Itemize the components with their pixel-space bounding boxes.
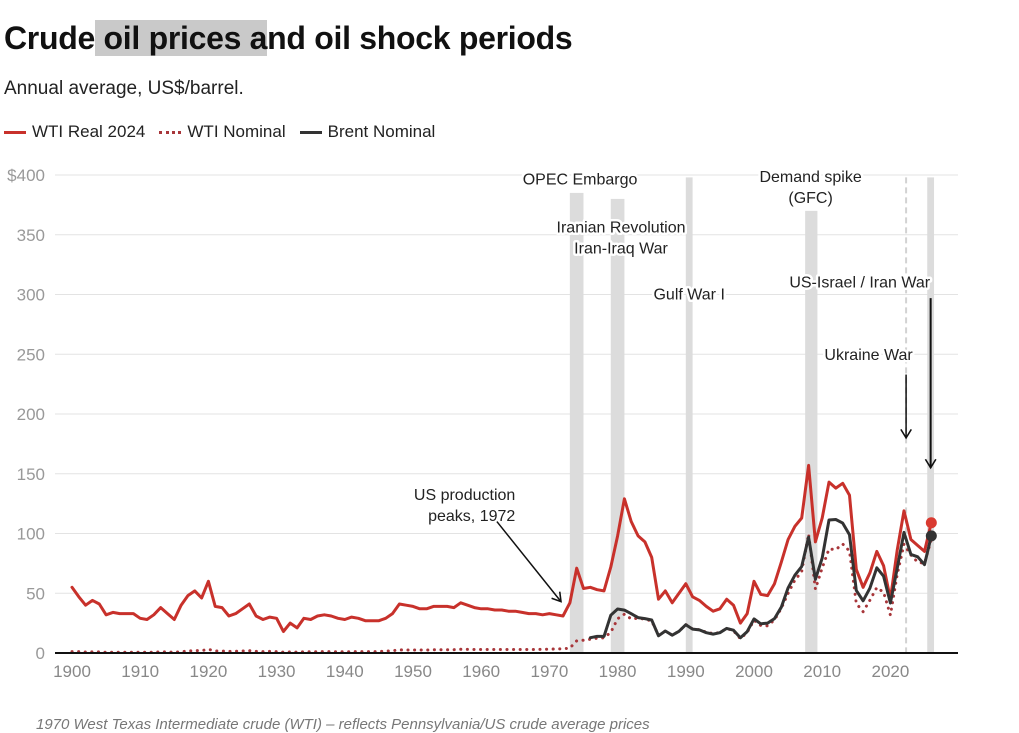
x-tick-label: 1950 (394, 662, 432, 681)
y-tick-label: 250 (17, 345, 45, 364)
shock-band (610, 198, 625, 653)
x-tick-label: 1990 (667, 662, 705, 681)
annotation-gfc: (GFC) (788, 190, 832, 207)
annotation-halo: OPEC Embargo (523, 172, 638, 189)
ukraine-arrow-head (900, 428, 912, 440)
y-tick-label: $400 (7, 166, 45, 185)
y-tick-label: 300 (17, 286, 45, 305)
y-tick-label: 50 (26, 584, 45, 603)
y-tick-label: 200 (17, 405, 45, 424)
y-tick-label: 150 (17, 465, 45, 484)
annotation-halo: Iran-Iraq War (574, 240, 668, 257)
shock-band (569, 192, 584, 654)
title-part: Crude (4, 20, 95, 56)
annotation-halo: Gulf War I (653, 286, 724, 303)
series-line-wti-real-2024 (70, 463, 933, 633)
series-line-wti-nominal (70, 532, 933, 654)
chart-title: Crude oil prices and oil shock periods (4, 20, 573, 57)
annotation-iran: Iranian Revolution (557, 219, 686, 236)
usprod-arrow-head (551, 591, 562, 603)
title-highlight: oil prices a (94, 20, 268, 56)
legend-item-wti-real: WTI Real 2024 (4, 122, 145, 142)
x-tick-label: 2000 (735, 662, 773, 681)
annotation-halo: Iranian Revolution (557, 219, 686, 236)
legend-swatch-wti-real (4, 130, 26, 134)
x-tick-label: 1980 (599, 662, 637, 681)
x-tick-label: 1930 (258, 662, 296, 681)
y-tick-label: 350 (17, 226, 45, 245)
x-tick-label: 1900 (53, 662, 91, 681)
annotation-gulf: Gulf War I (653, 286, 724, 303)
annotation-halo: US-Israel / Iran War (789, 274, 930, 291)
x-tick-label: 2020 (871, 662, 909, 681)
title-part: nd oil shock periods (267, 20, 573, 56)
usisrael-arrow-head (924, 458, 937, 470)
annotation-usisrael: US-Israel / Iran War (789, 274, 930, 291)
legend-label: Brent Nominal (327, 122, 436, 141)
annotation-usprod: peaks, 1972 (428, 508, 515, 525)
annotation-halo: Ukraine War (824, 347, 913, 364)
annotation-halo: US production (414, 487, 515, 504)
legend: WTI Real 2024 WTI Nominal Brent Nominal (4, 122, 435, 142)
series-line-brent-nominal (588, 518, 933, 640)
legend-swatch-wti-nominal (159, 130, 182, 134)
annotation-gfc: Demand spike (759, 169, 861, 186)
annotation-ukraine: Ukraine War (824, 347, 913, 364)
legend-label: WTI Real 2024 (32, 122, 146, 141)
annotation-opec: OPEC Embargo (523, 172, 638, 189)
annotation-usprod: US production (414, 487, 515, 504)
x-tick-label: 1920 (189, 662, 227, 681)
annotation-halo: peaks, 1972 (428, 508, 515, 525)
x-tick-label: 1910 (121, 662, 159, 681)
x-tick-label: 1940 (326, 662, 364, 681)
end-marker-wti-real (925, 517, 937, 529)
x-tick-label: 1960 (462, 662, 500, 681)
legend-item-wti-nominal: WTI Nominal (159, 122, 286, 142)
annotation-iran: Iran-Iraq War (574, 240, 668, 257)
legend-label: WTI Nominal (187, 122, 286, 141)
annotation-halo: (GFC) (788, 190, 832, 207)
x-tick-label: 2010 (803, 662, 841, 681)
end-marker-brent (925, 530, 937, 542)
annotation-halo: Demand spike (759, 169, 861, 186)
legend-item-brent: Brent Nominal (299, 122, 436, 142)
shock-band (685, 177, 693, 653)
legend-swatch-brent (299, 130, 322, 134)
chart-subtitle: Annual average, US$/barrel. (4, 78, 244, 99)
usprod-arrow (496, 521, 562, 603)
y-tick-label: 100 (17, 525, 45, 544)
y-tick-label: 0 (36, 644, 45, 663)
x-tick-label: 1970 (530, 662, 568, 681)
